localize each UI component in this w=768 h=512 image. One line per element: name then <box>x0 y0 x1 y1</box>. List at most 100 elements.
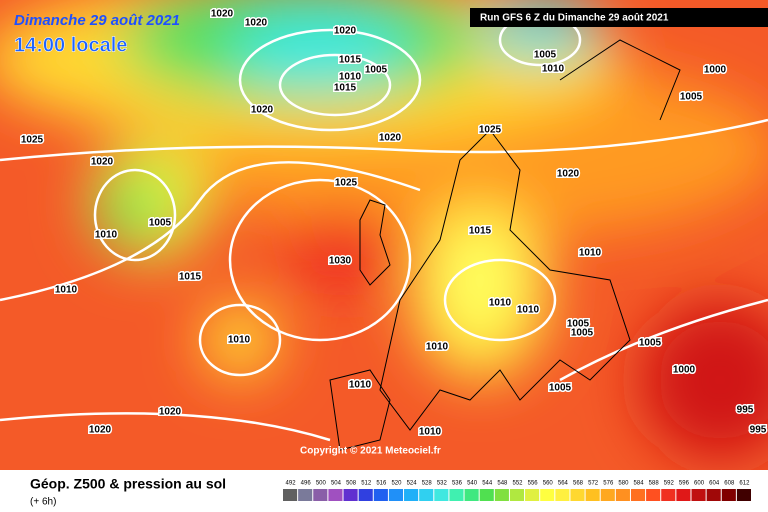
legend-tick-label: 560 <box>543 481 554 487</box>
isobar-label: 1015 <box>469 226 492 237</box>
legend-swatch <box>283 489 298 501</box>
run-info: Run GFS 6 Z du Dimanche 29 août 2021 <box>480 13 669 24</box>
legend-swatch <box>464 489 479 501</box>
isobar-label: 995 <box>750 425 767 436</box>
legend-tick-label: 552 <box>512 481 523 487</box>
legend-swatch <box>419 489 434 501</box>
legend-tick-label: 596 <box>679 481 690 487</box>
legend-tick-label: 588 <box>649 481 660 487</box>
isobar-label: 1005 <box>534 50 557 61</box>
legend-tick-label: 568 <box>573 481 584 487</box>
isobar-label: 1005 <box>549 383 572 394</box>
isobar-label: 1005 <box>567 319 590 330</box>
isobar-label: 1010 <box>349 380 372 391</box>
map-time: 14:00 locale <box>14 34 127 56</box>
isobar-label: 1020 <box>334 26 357 37</box>
legend-swatch <box>358 489 373 501</box>
isobar-label: 1020 <box>379 133 402 144</box>
map-date: Dimanche 29 août 2021 <box>14 12 180 29</box>
legend-tick-label: 604 <box>709 481 720 487</box>
run-box <box>470 8 768 27</box>
isobar-label: 1000 <box>704 65 727 76</box>
legend-swatch <box>555 489 570 501</box>
legend-tick-label: 584 <box>634 481 645 487</box>
isobar-label: 1025 <box>335 178 358 189</box>
isobar-label: 1010 <box>489 298 512 309</box>
legend-tick-label: 572 <box>588 481 599 487</box>
footer-title: Géop. Z500 & pression au sol <box>30 476 226 492</box>
legend-tick-label: 512 <box>361 481 372 487</box>
legend-tick-label: 492 <box>286 481 297 487</box>
legend-tick-label: 520 <box>391 481 402 487</box>
isobar-label: 995 <box>737 405 754 416</box>
isobar-label: 1020 <box>211 9 234 20</box>
legend-swatch <box>585 489 600 501</box>
isobar-label: 1005 <box>571 328 594 339</box>
legend-tick-label: 576 <box>603 481 614 487</box>
isobar-label: 1020 <box>245 18 268 29</box>
isobar-label: 1025 <box>479 125 502 136</box>
legend-swatch <box>540 489 555 501</box>
legend-swatch <box>298 489 313 501</box>
legend-swatch <box>661 489 676 501</box>
isobar-label: 1030 <box>329 256 352 267</box>
isobar-label: 1020 <box>159 407 182 418</box>
legend-tick-label: 580 <box>618 481 629 487</box>
isobar-label: 1005 <box>365 65 388 76</box>
legend-swatch <box>434 489 449 501</box>
isobar-label: 1015 <box>339 55 362 66</box>
legend-swatch <box>676 489 691 501</box>
isobar-label: 1010 <box>419 427 442 438</box>
legend-tick-label: 564 <box>558 481 569 487</box>
legend-tick-label: 544 <box>482 481 493 487</box>
legend-swatch <box>343 489 358 501</box>
legend-swatch <box>388 489 404 501</box>
isobar-label: 1010 <box>542 64 565 75</box>
legend-swatch <box>706 489 721 501</box>
legend-tick-label: 592 <box>664 481 675 487</box>
isobars <box>0 13 768 442</box>
isobar-label: 1020 <box>91 157 114 168</box>
legend-tick-label: 608 <box>724 481 735 487</box>
legend-tick-label: 540 <box>467 481 478 487</box>
legend-swatch <box>630 489 646 501</box>
legend-tick-label: 524 <box>407 481 418 487</box>
legend-tick-label: 504 <box>331 481 342 487</box>
legend-swatch <box>449 489 464 501</box>
legend-swatch <box>615 489 630 501</box>
isobar-label: 1005 <box>680 92 703 103</box>
isobar-label: 1020 <box>251 105 274 116</box>
isobar-label: 1020 <box>557 169 580 180</box>
legend-swatch <box>404 489 419 501</box>
isobar-label: 1025 <box>21 135 44 146</box>
legend-swatch <box>509 489 525 501</box>
legend-swatch <box>313 489 328 501</box>
isobar-label: 1005 <box>639 338 662 349</box>
isobar-label: 1010 <box>426 342 449 353</box>
legend-tick-label: 548 <box>497 481 508 487</box>
legend-swatch <box>373 489 388 501</box>
legend-swatch <box>328 489 343 501</box>
legend-swatch <box>736 489 751 501</box>
isobar-label: 1020 <box>89 425 112 436</box>
isobar-label: 1010 <box>579 248 602 259</box>
legend-swatch <box>525 489 540 501</box>
legend-tick-label: 528 <box>422 481 433 487</box>
legend-tick-label: 600 <box>694 481 705 487</box>
legend-swatch <box>691 489 706 501</box>
legend-swatch <box>494 489 509 501</box>
legend-swatch <box>721 489 736 501</box>
isobar-label: 1010 <box>95 230 118 241</box>
isobar-label: 1010 <box>339 72 362 83</box>
legend-swatch <box>646 489 661 501</box>
legend-swatch <box>479 489 494 501</box>
map-field <box>0 0 768 470</box>
isobar-label: 1010 <box>55 285 78 296</box>
coastlines <box>329 39 681 451</box>
isobar-label: 1000 <box>673 365 696 376</box>
isobar-label: 1010 <box>517 305 540 316</box>
footer-subtitle: (+ 6h) <box>30 497 56 508</box>
legend-tick-label: 536 <box>452 481 463 487</box>
legend-tick-label: 496 <box>301 481 312 487</box>
isobar-label: 1005 <box>149 218 172 229</box>
